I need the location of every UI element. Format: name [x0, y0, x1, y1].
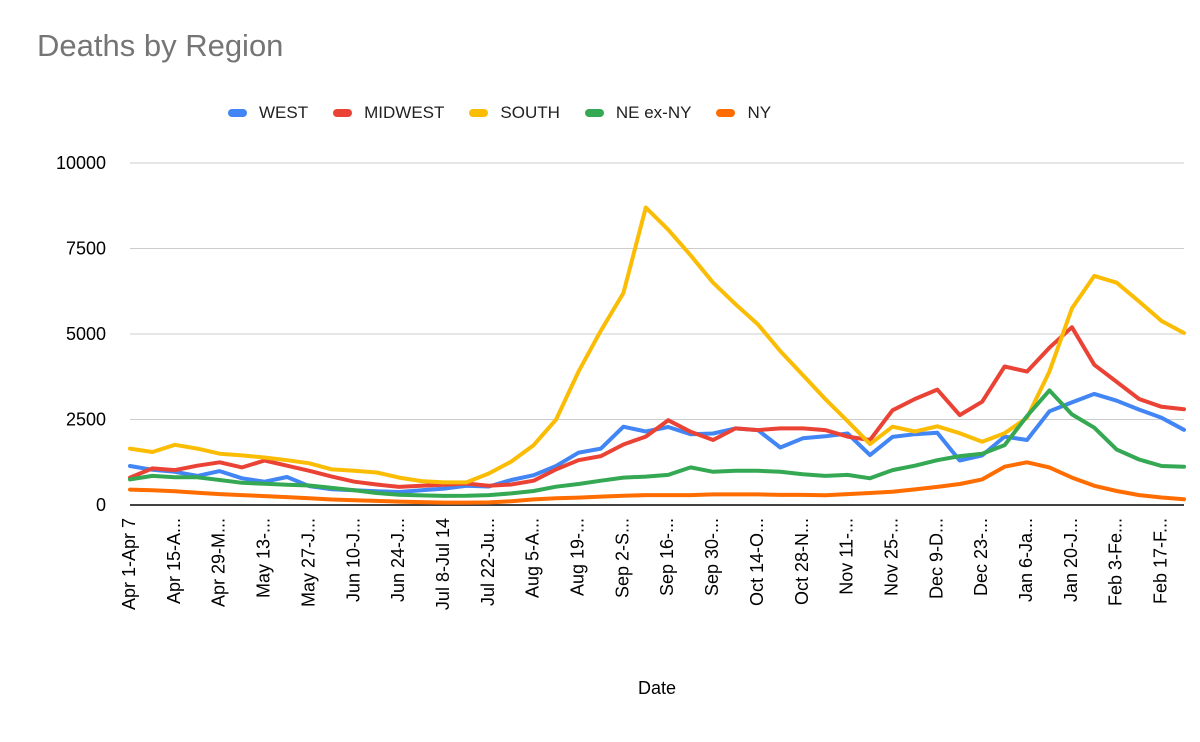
x-axis-tick-label: Nov 11-...: [837, 518, 857, 595]
series-line-south: [128, 205, 1186, 485]
x-axis-tick-label: Apr 1-Apr 7: [119, 518, 139, 610]
y-axis-tick-label: 7500: [66, 239, 106, 259]
x-axis-tick-label: Sep 2-S...: [612, 518, 632, 598]
x-axis-tick-label: Jan 20-J...: [1061, 518, 1081, 602]
legend-item-midwest[interactable]: MIDWEST: [333, 103, 444, 123]
legend: WEST MIDWEST SOUTH NE ex-NY NY: [228, 102, 771, 124]
x-axis-tick-label: Dec 9-D...: [926, 518, 946, 599]
y-axis-tick-label: 5000: [66, 324, 106, 344]
x-axis-tick-label: Oct 28-N...: [792, 518, 812, 605]
x-axis-tick-label: Jun 10-J...: [343, 518, 363, 602]
legend-label: NY: [747, 103, 772, 122]
y-axis-tick-label: 2500: [66, 410, 106, 430]
legend-swatch-icon: [333, 109, 353, 117]
x-axis-tick-label: Jul 22-Ju...: [478, 518, 498, 606]
chart-title: Deaths by Region: [37, 28, 284, 63]
y-axis-tick-label: 0: [96, 495, 106, 515]
x-axis-tick-label: Oct 14-O...: [747, 518, 767, 606]
legend-label: WEST: [259, 103, 309, 122]
x-axis-tick-label: Dec 23-...: [971, 518, 991, 596]
x-axis-tick-label: Aug 19-...: [568, 518, 588, 596]
y-axis-tick-label: 10000: [56, 153, 106, 173]
legend-swatch-icon: [469, 109, 489, 117]
series-line-midwest: [128, 325, 1186, 489]
x-axis-tick-label: Feb 3-Fe...: [1106, 518, 1126, 606]
legend-item-ny[interactable]: NY: [716, 103, 771, 123]
legend-swatch-icon: [228, 109, 247, 117]
x-axis-tick-label: Jan 6-Ja...: [1016, 518, 1036, 602]
x-axis-tick-label: May 27-J...: [298, 518, 318, 607]
x-axis-tick-label: Nov 25-...: [882, 518, 902, 596]
legend-swatch-icon: [584, 109, 604, 117]
legend-swatch-icon: [716, 109, 736, 117]
legend-label: NE ex-NY: [615, 103, 692, 122]
x-axis-title: Date: [637, 678, 677, 698]
x-axis-tick-label: May 13-...: [254, 518, 274, 598]
legend-label: SOUTH: [500, 103, 560, 122]
legend-item-south[interactable]: SOUTH: [469, 103, 560, 123]
x-axis-tick-label: Feb 17-F...: [1151, 518, 1171, 604]
x-axis-tick-label: Apr 29-M...: [209, 518, 229, 607]
legend-item-west[interactable]: WEST: [228, 103, 308, 123]
legend-label: MIDWEST: [364, 103, 445, 122]
series-line-ne-ex-ny: [128, 388, 1186, 498]
x-axis-tick-label: Apr 15-A...: [164, 518, 184, 604]
x-axis-tick-label: Jun 24-J...: [388, 518, 408, 602]
x-axis-tick-label: Aug 5-A...: [523, 518, 543, 598]
x-axis-tick-label: Sep 16-...: [657, 518, 677, 596]
series-line-ny: [128, 460, 1186, 505]
x-axis-tick-label: Jul 8-Jul 14: [433, 518, 453, 610]
legend-item-ne-ex-ny[interactable]: NE ex-NY: [584, 103, 692, 123]
x-axis-tick-label: Sep 30-...: [702, 518, 722, 596]
